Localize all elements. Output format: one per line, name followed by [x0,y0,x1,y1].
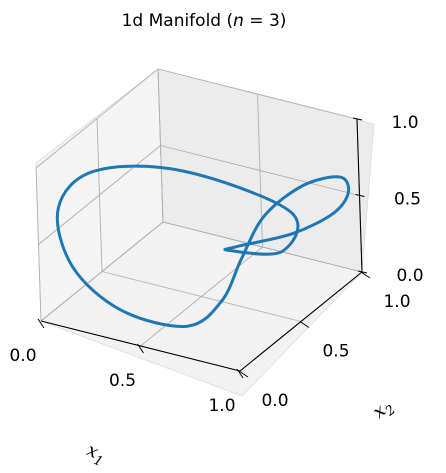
curve-group [55,164,351,328]
x2-tick-label: 0.5 [322,342,349,362]
tick-label-group: 0.0 0.0 0.0 0.5 0.5 0.5 1.0 1.0 1.0 [9,113,423,416]
x2-floor-gridline [101,271,302,322]
z-tick-mark [355,194,365,197]
x2-axis-line [239,271,363,372]
x2-left-gridline [157,68,164,223]
z-back-gridline [160,145,360,196]
x1-tick-mark [137,343,144,354]
z-left-gridline [35,68,159,169]
z-back-gridline [157,68,358,120]
chart-title: 1d Manifold (n = 3) [122,11,287,31]
title-prefix: 1d Manifold ( [122,11,234,31]
z-tick-label: 0.5 [394,190,421,210]
x2-axis-label: x2 [369,395,399,426]
title-suffix: = 3) [244,11,287,31]
manifold-curve [55,164,351,328]
z-tick-label: 0.0 [396,266,423,286]
grid-group [35,68,363,372]
z-tick-label: 1.0 [391,113,418,133]
x1-axis-label: x1 [82,440,109,470]
title-variable: n [233,11,244,31]
axis-group [37,117,371,379]
x1-tick-label: 1.0 [208,396,235,416]
x2-tick-label: 1.0 [383,292,410,312]
x1-tick-label: 0.0 [9,346,36,366]
x1-tick-mark [37,318,45,329]
x1-tick-label: 0.5 [109,371,136,391]
z-tick-mark [352,117,363,121]
x2-tick-mark [299,321,310,328]
x2-tick-mark [360,271,371,279]
x2-tick-mark [238,370,249,378]
x1-tick-mark [236,368,244,379]
x2-floor-gridline [162,221,363,273]
z-tick-mark [357,270,368,274]
x2-tick-label: 0.0 [261,391,288,411]
x1-axis-line [40,320,241,372]
